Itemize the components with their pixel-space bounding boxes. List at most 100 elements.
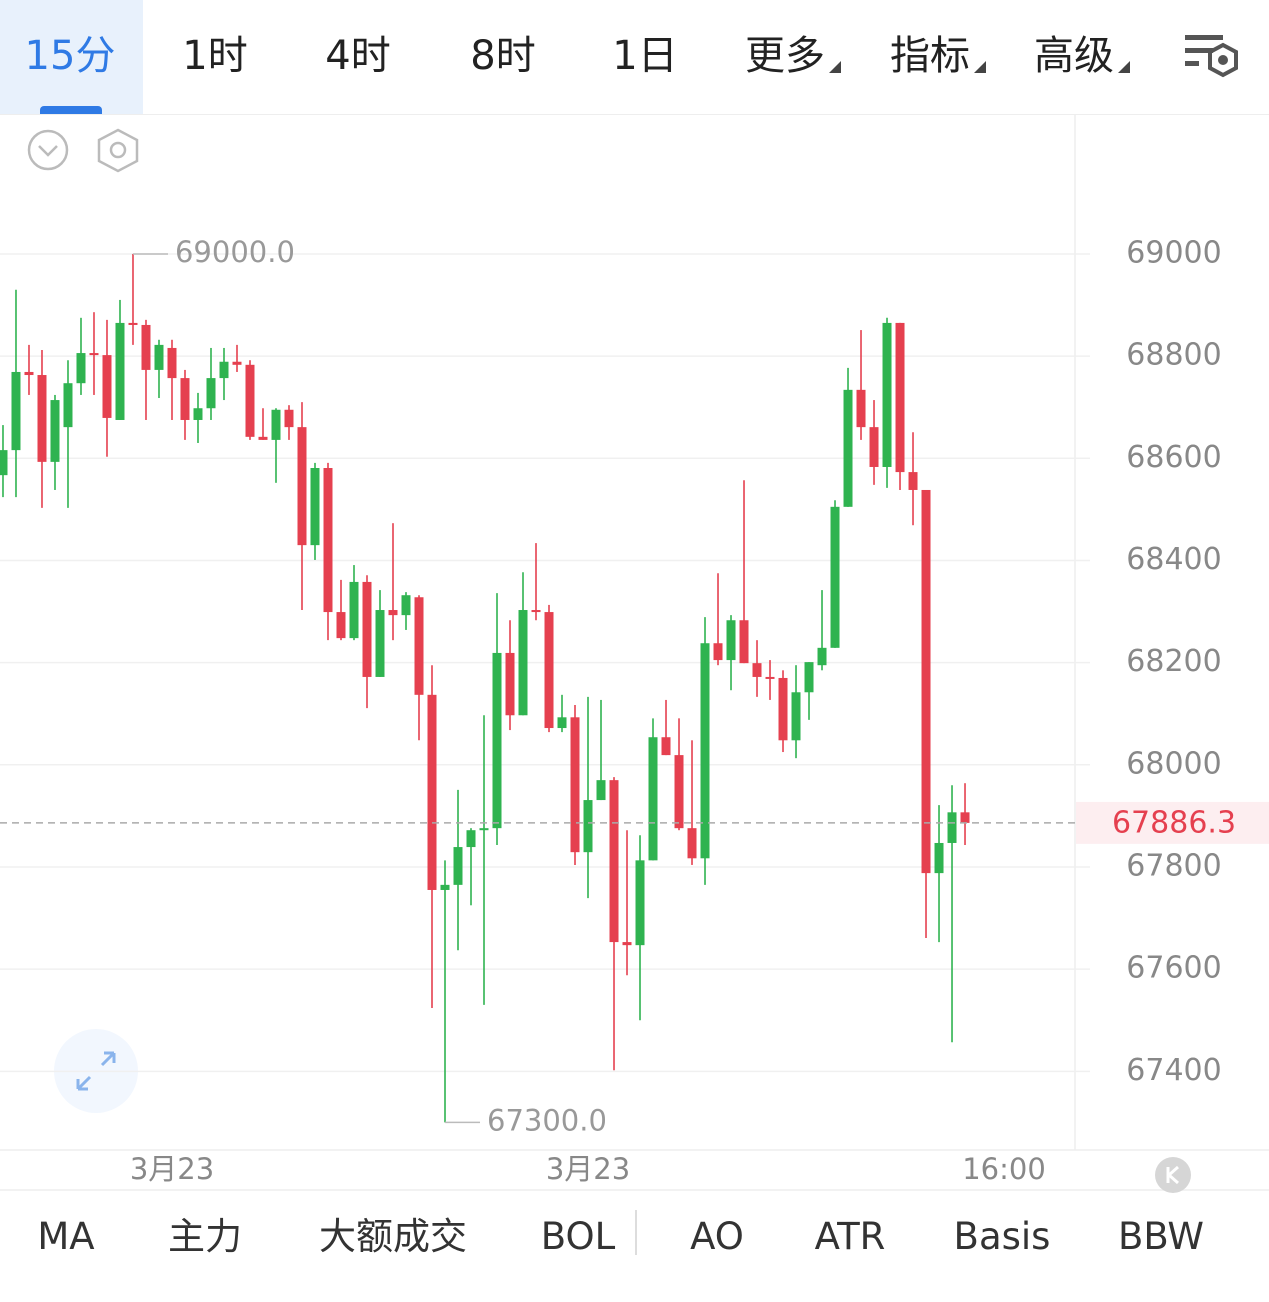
candle-body (336, 612, 346, 639)
timeframe-tab[interactable]: 指标 (890, 0, 986, 113)
indicator-tab[interactable]: AO (690, 1215, 744, 1258)
candle-body (37, 375, 47, 462)
settings-icon[interactable] (1183, 33, 1243, 83)
active-tab-underline (40, 106, 102, 114)
timeframe-tab[interactable]: 15分 (24, 33, 116, 79)
indicator-tab[interactable]: Basis (953, 1215, 1051, 1258)
candle-body (141, 324, 151, 370)
candle-body (674, 755, 684, 829)
candle-body (570, 717, 580, 853)
candle-body (271, 409, 281, 440)
candle-body (453, 847, 463, 885)
candle-body (245, 364, 255, 437)
candle-body (687, 828, 697, 859)
candle-body (167, 347, 177, 379)
candle-body (726, 620, 736, 661)
y-tick-label: 67800 (1126, 848, 1221, 883)
candle-body (596, 780, 606, 801)
candle-body (622, 942, 632, 946)
candle-body (154, 344, 164, 370)
indicator-tab[interactable]: ATR (814, 1215, 886, 1258)
candle-body (388, 610, 398, 616)
y-tick-label: 67400 (1126, 1053, 1221, 1088)
candle-body (804, 662, 814, 693)
candle-body (414, 597, 424, 695)
candle-body (583, 800, 593, 853)
x-tick-label: 3月23 (130, 1152, 214, 1186)
k-icon[interactable] (1155, 1157, 1191, 1193)
candle-body (882, 322, 892, 467)
indicator-tab[interactable]: 大额成交 (319, 1215, 467, 1258)
timeframe-tab[interactable]: 4时 (325, 33, 391, 79)
indicator-tab[interactable]: 主力 (168, 1215, 242, 1258)
y-tick-label: 68800 (1126, 338, 1221, 373)
settings-hex-icon[interactable] (97, 128, 139, 173)
candle-body (700, 643, 710, 859)
dropdown-triangle (974, 61, 986, 73)
candle-body (232, 361, 242, 365)
candle-body (765, 676, 775, 679)
last-price-label: 67886.3 (1112, 805, 1236, 840)
candle-body (921, 489, 931, 874)
dropdown-triangle (829, 61, 841, 73)
timeframe-tab[interactable]: 高级 (1034, 0, 1130, 113)
candle-body (219, 361, 229, 379)
y-tick-label: 68200 (1126, 644, 1221, 679)
candle-body (856, 389, 866, 428)
candle-body (76, 353, 86, 384)
x-tick-label: 3月23 (546, 1152, 630, 1186)
active-tab-bg (0, 0, 143, 114)
candle-body (713, 643, 723, 661)
candle-body (401, 595, 411, 616)
candle-body (843, 389, 853, 507)
candle-body (752, 663, 762, 677)
candle-body (635, 860, 645, 946)
candle-body (89, 353, 99, 356)
candle-body (895, 322, 905, 473)
candle-body (323, 468, 333, 613)
dropdown-triangle (1118, 61, 1130, 73)
candle-body (960, 812, 970, 823)
y-tick-label: 67600 (1126, 951, 1221, 986)
last-price-bg (1076, 801, 1269, 844)
y-tick-label: 68600 (1126, 440, 1221, 475)
indicator-tab[interactable]: BOL (540, 1215, 616, 1258)
candle-body (908, 472, 918, 490)
plot (0, 253, 1090, 1124)
timeframe-tab[interactable]: 1时 (182, 33, 248, 79)
timeframe-tab[interactable]: 8时 (470, 33, 536, 79)
candle-body (362, 581, 372, 677)
candle-body (518, 610, 528, 716)
x-tick-label: 16:00 (962, 1152, 1046, 1186)
collapse-icon[interactable] (27, 129, 69, 171)
extreme-label: 67300.0 (487, 1103, 607, 1137)
candle-body (869, 427, 879, 467)
candle-body (648, 737, 658, 861)
top-divider (0, 114, 1269, 115)
candle-body (24, 371, 34, 376)
indicator-tab[interactable]: MA (37, 1215, 95, 1258)
candle-body (830, 506, 840, 648)
candle-body (180, 378, 190, 420)
y-tick-label: 68400 (1126, 542, 1221, 577)
candle-body (258, 436, 268, 440)
candle-body (739, 620, 749, 664)
candle-body (50, 400, 60, 462)
candle-body (102, 355, 112, 418)
candle-body (934, 842, 944, 874)
candle-body (427, 694, 437, 890)
candle-body (440, 884, 450, 890)
timeframe-tab[interactable]: 更多 (745, 0, 841, 113)
candle-body (609, 780, 619, 943)
candle-body (947, 812, 957, 843)
timeframe-tab[interactable]: 1日 (612, 33, 678, 79)
candle-body (128, 322, 138, 325)
candle-body (206, 378, 216, 409)
indicator-tab[interactable]: BBW (1117, 1215, 1205, 1258)
candle-body (193, 408, 203, 420)
candle-body (375, 610, 385, 677)
candle-body (466, 830, 476, 848)
expand-icon[interactable] (54, 1029, 138, 1113)
